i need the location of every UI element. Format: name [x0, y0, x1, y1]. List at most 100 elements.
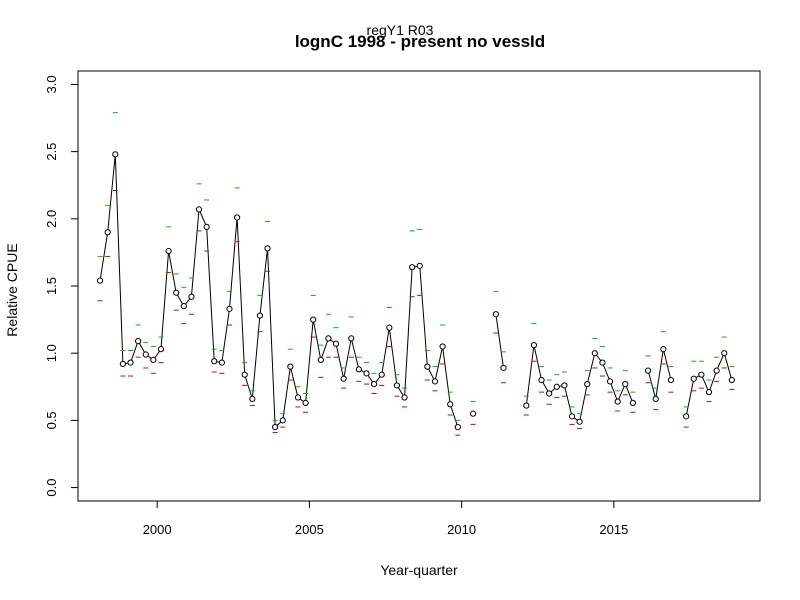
data-point [454, 423, 461, 431]
x-tick-label: 2010 [447, 522, 476, 537]
data-point [500, 364, 507, 372]
data-point [188, 293, 195, 300]
data-point [728, 376, 735, 384]
data-point [165, 247, 172, 255]
data-point [173, 289, 180, 296]
data-point [112, 151, 119, 158]
y-tick-label: 0.0 [44, 479, 59, 497]
data-point [721, 350, 728, 357]
data-point [652, 395, 659, 402]
y-tick-label: 0.5 [44, 411, 59, 429]
data-point [698, 371, 705, 378]
x-tick-label: 2015 [599, 522, 628, 537]
data-point [622, 380, 629, 388]
plot-box [77, 70, 761, 502]
series-line [99, 154, 459, 429]
data-point [264, 245, 271, 252]
data-point [233, 214, 241, 221]
chart-subtitle: regY1 R03 [367, 22, 434, 38]
data-point [332, 340, 340, 347]
data-point [614, 398, 621, 405]
y-axis-label: Relative CPUE [4, 243, 20, 336]
data-point [530, 342, 538, 349]
data-point [393, 382, 401, 389]
x-tick-label: 2005 [295, 522, 324, 537]
data-point [203, 223, 210, 230]
data-point [431, 378, 439, 385]
data-point [667, 376, 675, 384]
x-axis-label: Year-quarter [380, 562, 458, 578]
data-point [127, 359, 134, 366]
data-point [370, 380, 378, 388]
data-point [409, 264, 416, 271]
data-point [96, 277, 104, 284]
data-point [591, 350, 598, 357]
data-point [355, 366, 362, 373]
data-point [241, 371, 248, 378]
data-point [302, 399, 309, 407]
data-point [401, 394, 408, 401]
series-line [685, 351, 733, 417]
data-point [340, 375, 347, 382]
y-axis: 0.0 0.5 1.0 1.5 2.0 2.5 3.0 [44, 75, 79, 497]
chart-title: lognC 1998 - present no vessId [295, 32, 545, 51]
data-point [287, 363, 294, 370]
data-point [195, 206, 203, 213]
data-point [606, 378, 614, 385]
data-point [705, 389, 713, 396]
data-point [180, 303, 187, 310]
data-point [218, 359, 225, 366]
series-line [495, 314, 504, 369]
y-tick-label: 1.0 [44, 344, 59, 362]
data-point [256, 312, 264, 319]
data-point [386, 324, 393, 331]
data-point [553, 383, 560, 390]
data-point [363, 370, 370, 377]
y-tick-label: 1.5 [44, 277, 59, 295]
data-point [249, 395, 256, 402]
y-tick-label: 2.5 [44, 143, 59, 161]
data-point [568, 413, 576, 420]
data-point [713, 367, 720, 374]
data-point [645, 367, 652, 374]
data-point [294, 394, 302, 401]
data-point [348, 335, 355, 342]
data-point [660, 346, 667, 353]
series-line [647, 349, 672, 400]
data-point [447, 401, 454, 408]
data-point [584, 380, 591, 388]
data-point [424, 363, 431, 370]
data-point [546, 390, 553, 397]
data-point [310, 316, 317, 323]
data-point [629, 399, 636, 407]
data-point [378, 371, 385, 378]
y-tick-label: 2.0 [44, 210, 59, 228]
data-point [599, 359, 606, 366]
chart-marks [96, 112, 735, 436]
data-point [226, 305, 233, 312]
data-point [416, 262, 423, 269]
data-point [561, 382, 568, 389]
data-point [576, 418, 583, 425]
data-point [157, 346, 165, 353]
data-point [325, 335, 332, 342]
data-point [272, 423, 279, 431]
x-tick-label: 2000 [143, 522, 172, 537]
data-point [683, 413, 690, 420]
series-line [525, 345, 634, 423]
data-point [135, 337, 142, 345]
data-point [119, 360, 127, 368]
data-point [142, 351, 149, 358]
y-tick-label: 3.0 [44, 75, 59, 93]
data-point [104, 229, 111, 236]
x-axis: 2000 2005 2010 2015 [143, 500, 628, 537]
data-point [279, 417, 286, 424]
data-point [469, 410, 477, 417]
data-point [150, 356, 157, 364]
data-point [492, 311, 499, 318]
data-point [211, 358, 218, 365]
data-point [690, 375, 697, 382]
data-point [523, 402, 530, 409]
data-point [317, 356, 324, 364]
